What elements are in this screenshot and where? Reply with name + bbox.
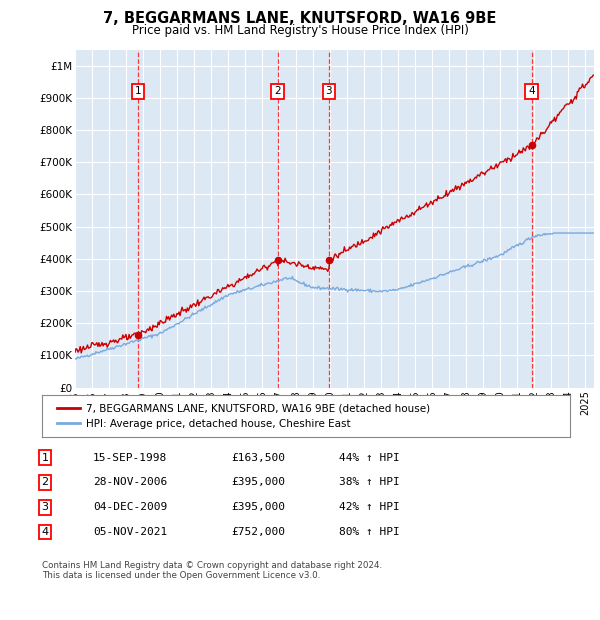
Text: 2: 2 (274, 86, 281, 97)
Text: 4: 4 (529, 86, 535, 97)
Text: 80% ↑ HPI: 80% ↑ HPI (339, 527, 400, 537)
Text: 15-SEP-1998: 15-SEP-1998 (93, 453, 167, 463)
Text: 05-NOV-2021: 05-NOV-2021 (93, 527, 167, 537)
Text: 3: 3 (41, 502, 49, 512)
Text: 1: 1 (41, 453, 49, 463)
Text: 7, BEGGARMANS LANE, KNUTSFORD, WA16 9BE: 7, BEGGARMANS LANE, KNUTSFORD, WA16 9BE (103, 11, 497, 26)
Legend: 7, BEGGARMANS LANE, KNUTSFORD, WA16 9BE (detached house), HPI: Average price, de: 7, BEGGARMANS LANE, KNUTSFORD, WA16 9BE … (52, 399, 434, 433)
Text: 28-NOV-2006: 28-NOV-2006 (93, 477, 167, 487)
Text: 04-DEC-2009: 04-DEC-2009 (93, 502, 167, 512)
Text: 1: 1 (135, 86, 142, 97)
Text: Contains HM Land Registry data © Crown copyright and database right 2024.
This d: Contains HM Land Registry data © Crown c… (42, 561, 382, 580)
Text: 38% ↑ HPI: 38% ↑ HPI (339, 477, 400, 487)
Text: 3: 3 (326, 86, 332, 97)
Text: 44% ↑ HPI: 44% ↑ HPI (339, 453, 400, 463)
Text: 42% ↑ HPI: 42% ↑ HPI (339, 502, 400, 512)
Text: 2: 2 (41, 477, 49, 487)
Text: 4: 4 (41, 527, 49, 537)
Text: £752,000: £752,000 (231, 527, 285, 537)
Text: £395,000: £395,000 (231, 477, 285, 487)
Text: Price paid vs. HM Land Registry's House Price Index (HPI): Price paid vs. HM Land Registry's House … (131, 24, 469, 37)
Text: £395,000: £395,000 (231, 502, 285, 512)
Text: £163,500: £163,500 (231, 453, 285, 463)
